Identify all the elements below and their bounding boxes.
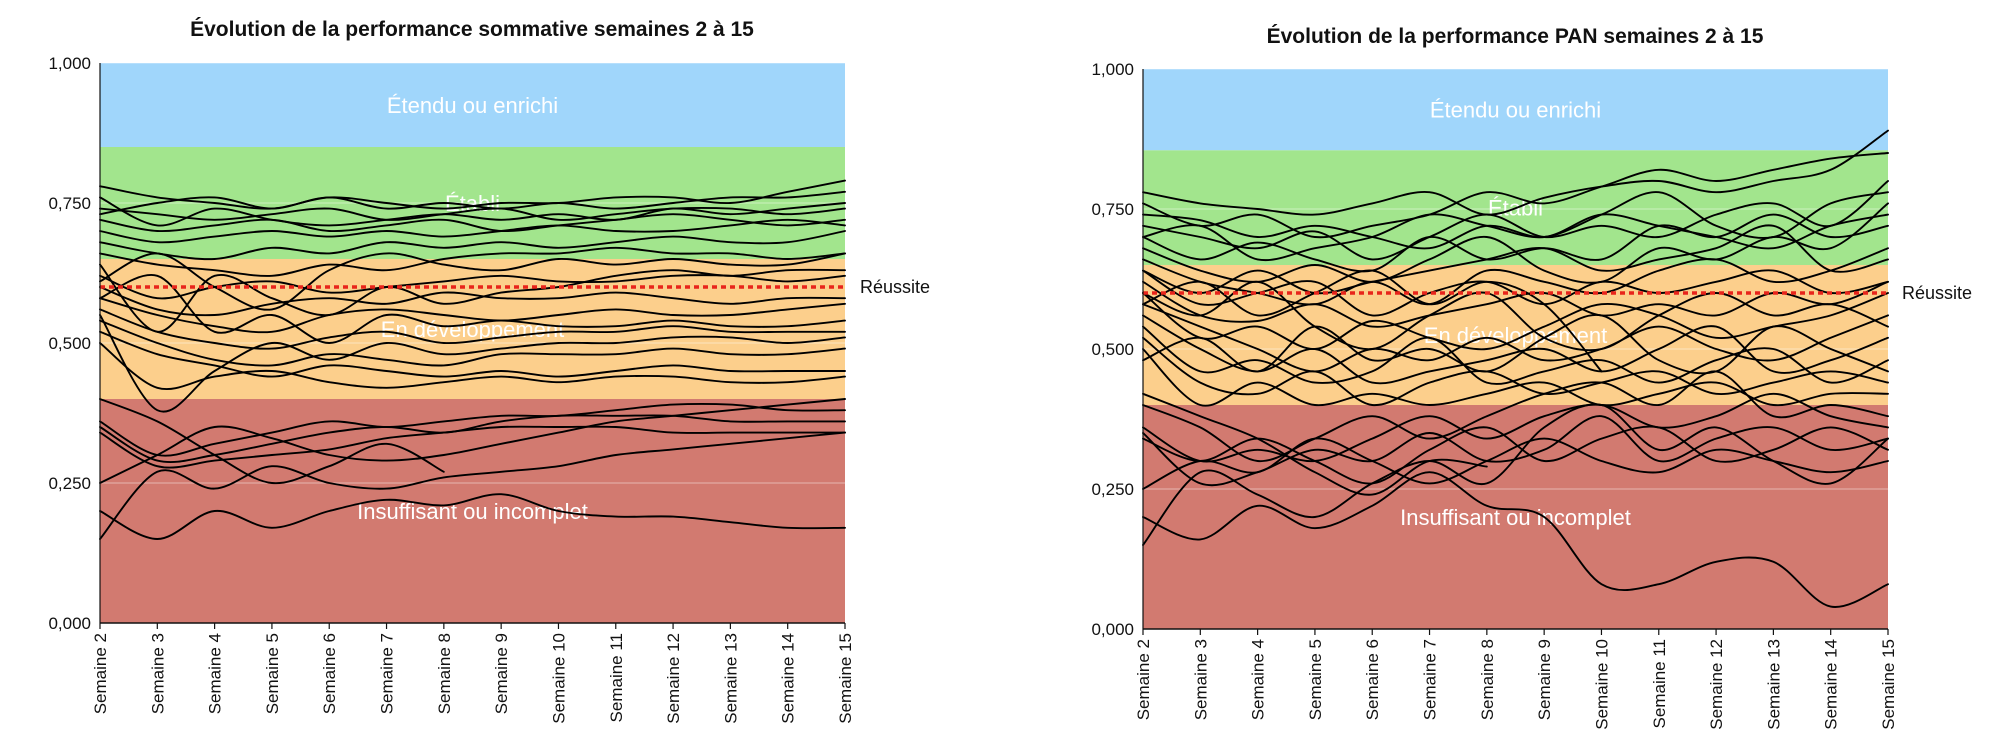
series-line	[1142, 202, 1889, 284]
band-label: Étendu ou enrichi	[1430, 98, 1601, 123]
x-tick-label: Semaine 7	[378, 633, 397, 714]
x-tick-label: Semaine 4	[1249, 639, 1268, 720]
series-line	[99, 190, 846, 216]
series-line	[1142, 303, 1889, 373]
series-line	[1142, 180, 1889, 261]
series-line	[1142, 280, 1889, 328]
band-3	[1143, 69, 1888, 151]
x-tick-label: Semaine 2	[91, 633, 110, 714]
x-tick-label: Semaine 10	[1592, 639, 1611, 730]
series-line	[99, 398, 445, 485]
series-line	[99, 230, 846, 261]
x-tick-label: Semaine 6	[320, 633, 339, 714]
chart-title: Évolution de la performance PAN semaines…	[1267, 25, 1764, 48]
y-tick-label: 0,500	[48, 334, 91, 353]
x-tick-label: Semaine 10	[549, 633, 568, 724]
series-line	[1142, 403, 1889, 546]
series-line	[1142, 292, 1889, 351]
x-tick-label: Semaine 2	[1134, 639, 1153, 720]
x-tick-label: Semaine 15	[836, 633, 855, 724]
series-line	[1142, 471, 1889, 608]
x-tick-label: Semaine 4	[206, 633, 225, 714]
series-line	[99, 196, 846, 227]
chart-pan: Évolution de la performance PAN semaines…	[1091, 25, 1972, 730]
series-line	[99, 398, 846, 484]
x-tick-label: Semaine 12	[664, 633, 683, 724]
x-tick-label: Semaine 3	[148, 633, 167, 714]
series-line	[99, 246, 846, 277]
series-line	[99, 252, 846, 311]
series-line	[1142, 313, 1889, 375]
series-line	[99, 342, 846, 390]
band-label: Étendu ou enrichi	[387, 93, 558, 118]
series-line	[99, 213, 846, 233]
threshold-label: Réussite	[1902, 283, 1972, 303]
x-tick-label: Semaine 9	[1535, 639, 1554, 720]
threshold-label: Réussite	[860, 277, 930, 297]
series-line	[1142, 425, 1889, 485]
x-tick-label: Semaine 11	[1650, 639, 1669, 728]
series-line	[99, 319, 846, 367]
series-line	[99, 308, 846, 350]
y-tick-label: 1,000	[1091, 60, 1134, 79]
band-3	[100, 63, 845, 147]
x-tick-label: Semaine 13	[721, 633, 740, 724]
series-line	[1142, 247, 1889, 306]
series-line	[99, 263, 846, 333]
series-line	[99, 330, 846, 378]
x-tick-label: Semaine 11	[607, 633, 626, 722]
series-line	[99, 297, 846, 334]
series-line	[99, 206, 846, 221]
band-label: En développement	[381, 317, 564, 342]
series-line	[1142, 269, 1603, 373]
x-tick-label: Semaine 6	[1363, 639, 1382, 720]
series-line	[99, 218, 846, 244]
chart-sommative: Évolution de la performance sommative se…	[48, 18, 930, 724]
series-line	[1142, 370, 1889, 462]
x-tick-label: Semaine 15	[1879, 639, 1898, 730]
band-0	[1143, 405, 1888, 629]
x-tick-label: Semaine 13	[1764, 639, 1783, 730]
series-line	[1142, 437, 1889, 490]
x-tick-label: Semaine 8	[1478, 639, 1497, 720]
series-line	[99, 431, 846, 540]
y-tick-label: 1,000	[48, 54, 91, 73]
band-label: Insuffisant ou incomplet	[357, 499, 588, 524]
y-tick-label: 0,750	[1091, 200, 1134, 219]
y-tick-label: 0,000	[1091, 620, 1134, 639]
x-tick-label: Semaine 5	[1306, 639, 1325, 720]
series-line	[1142, 213, 1889, 262]
x-tick-label: Semaine 12	[1707, 639, 1726, 730]
series-line	[1142, 392, 1488, 496]
series-line	[99, 314, 846, 413]
series-line	[1142, 224, 1889, 295]
series-line	[1142, 392, 1889, 463]
x-tick-label: Semaine 3	[1191, 639, 1210, 720]
series-line	[99, 493, 846, 540]
chart-title: Évolution de la performance sommative se…	[190, 18, 754, 41]
x-tick-label: Semaine 9	[492, 633, 511, 714]
series-line	[1142, 325, 1889, 385]
y-tick-label: 0,250	[48, 474, 91, 493]
x-tick-label: Semaine 5	[263, 633, 282, 714]
series-line	[1142, 152, 1889, 239]
y-tick-label: 0,500	[1091, 340, 1134, 359]
series-line	[99, 274, 846, 344]
series-line	[1142, 129, 1889, 216]
x-tick-label: Semaine 14	[1822, 639, 1841, 730]
series-line	[99, 402, 846, 457]
series-line	[99, 286, 846, 317]
y-tick-label: 0,250	[1091, 480, 1134, 499]
x-tick-label: Semaine 7	[1421, 639, 1440, 720]
series-line	[1142, 348, 1889, 407]
x-tick-label: Semaine 8	[435, 633, 454, 714]
series-line	[1142, 280, 1889, 352]
series-line	[99, 425, 846, 469]
series-line	[1142, 336, 1889, 406]
x-tick-label: Semaine 14	[779, 633, 798, 724]
band-label: En développement	[1424, 323, 1607, 348]
y-tick-label: 0,750	[48, 194, 91, 213]
y-tick-label: 0,000	[48, 614, 91, 633]
